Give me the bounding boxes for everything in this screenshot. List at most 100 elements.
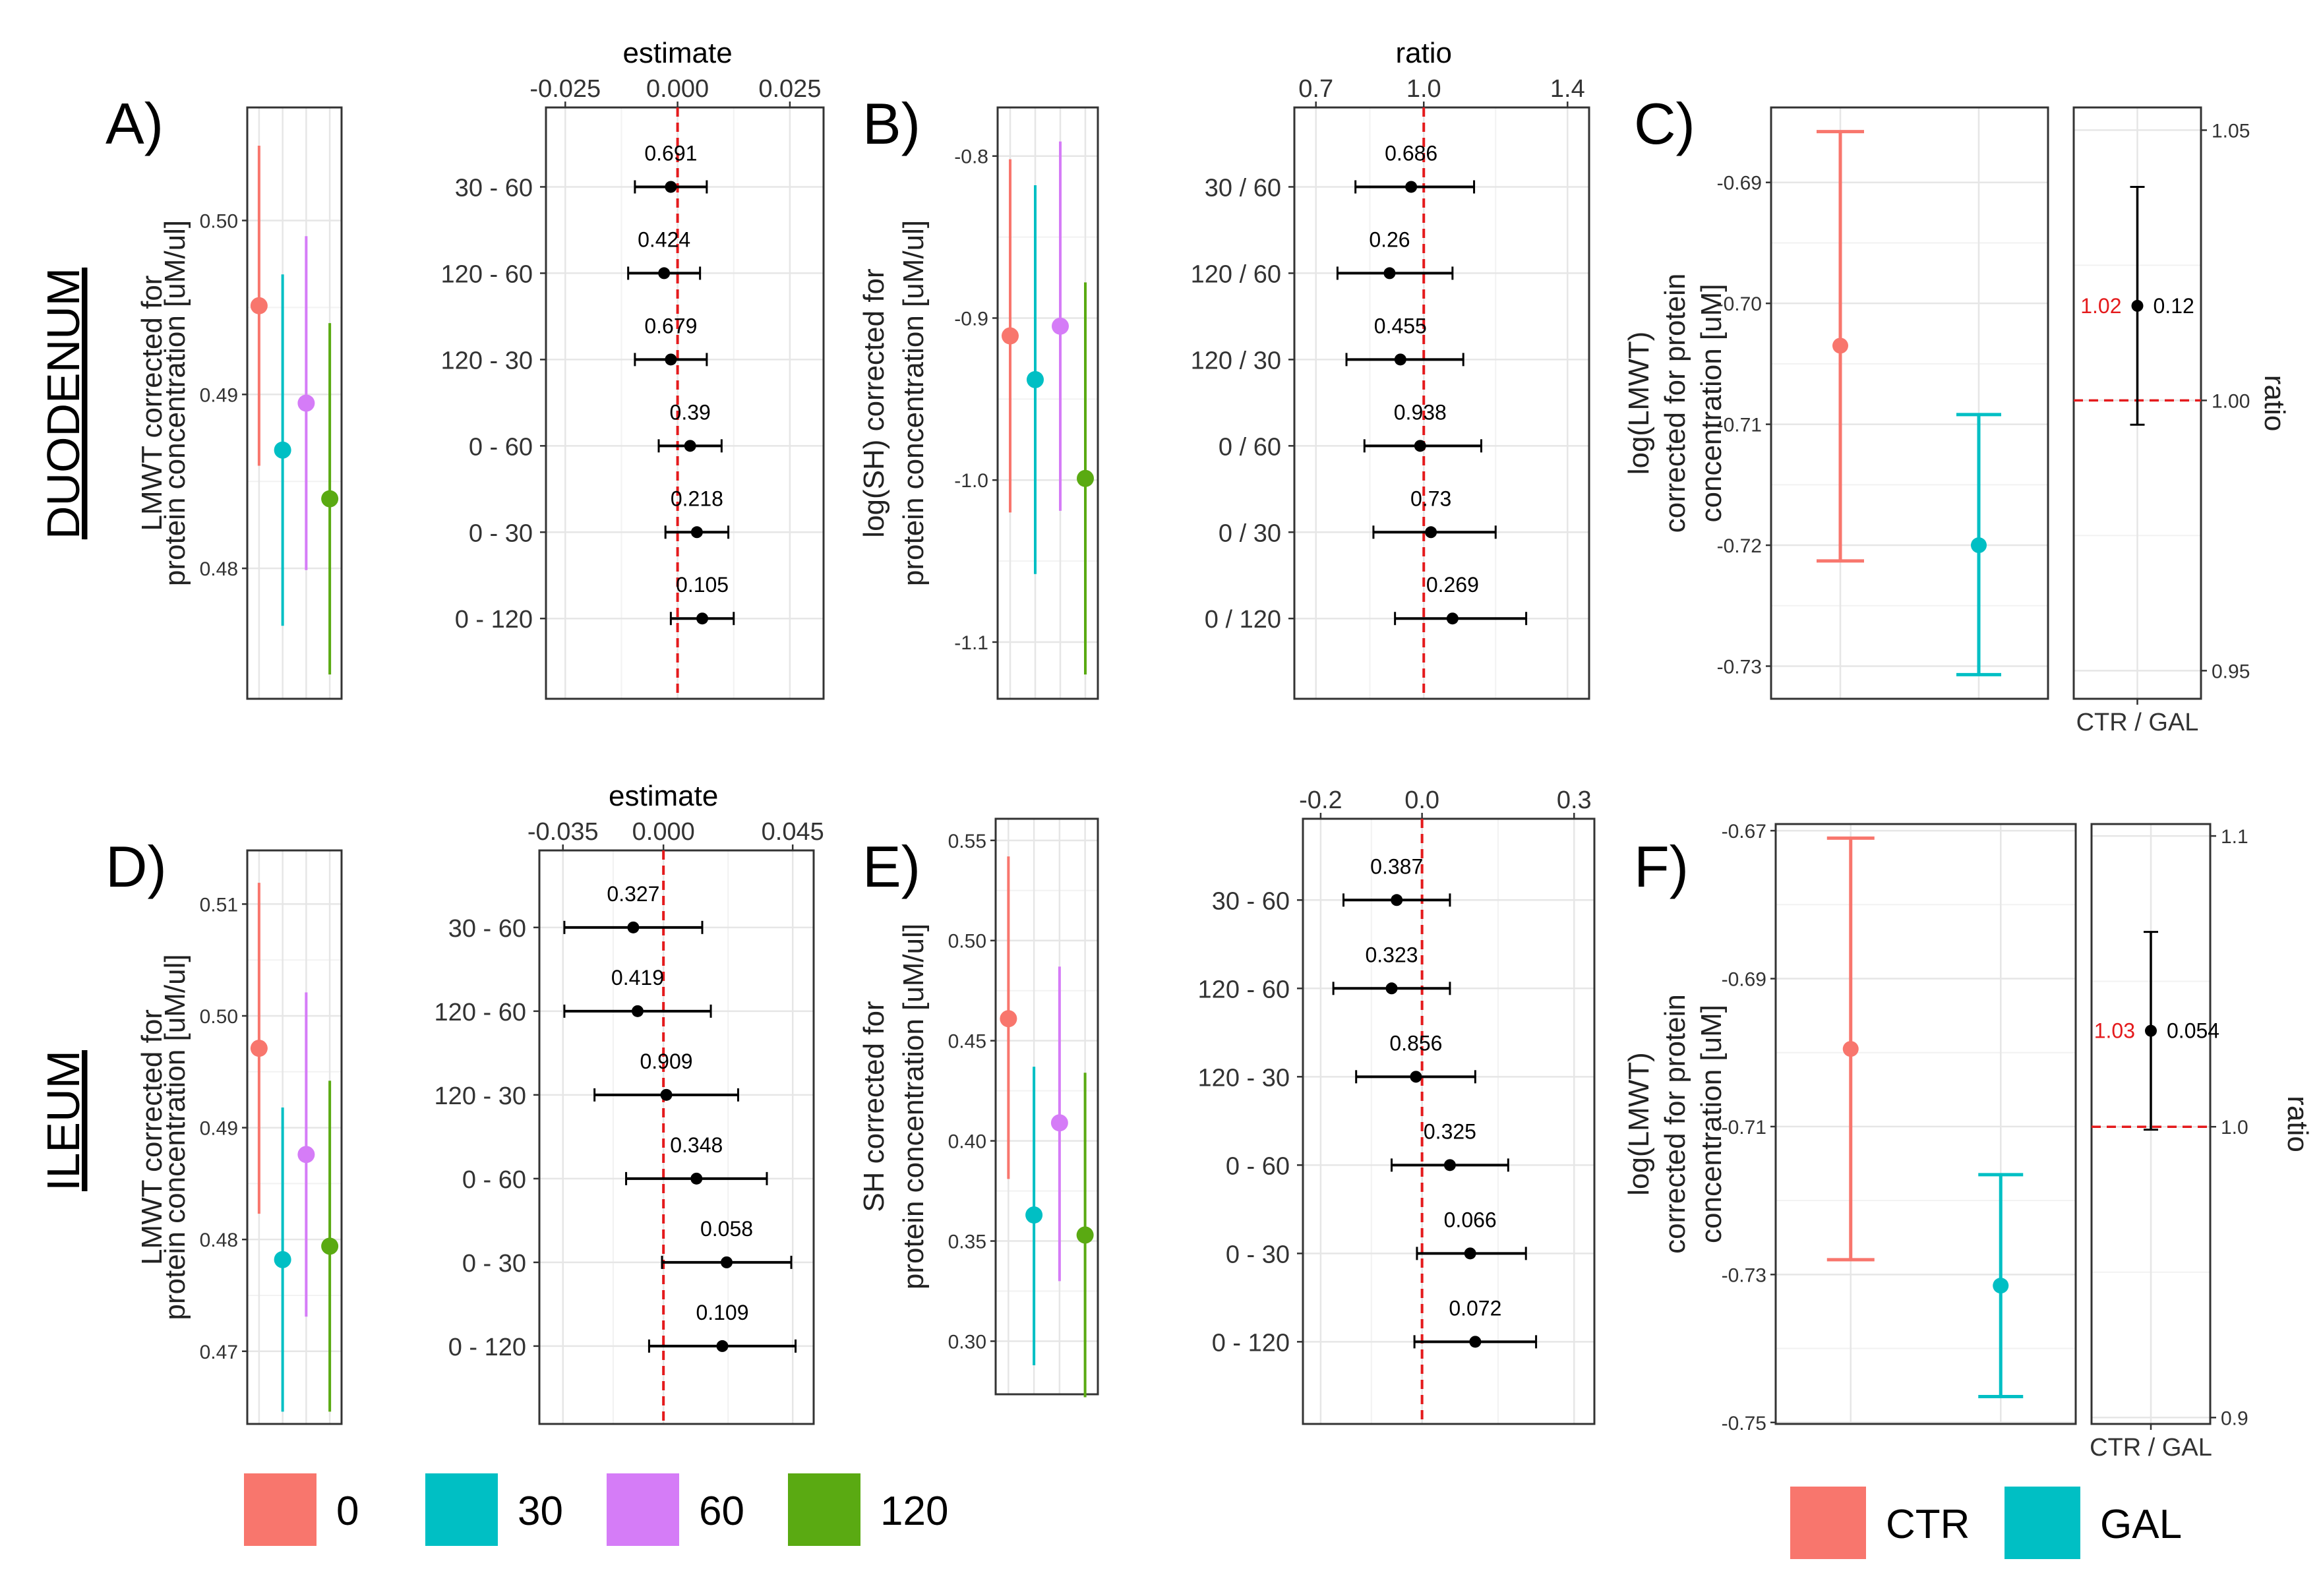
mean-point-120 — [1077, 469, 1094, 487]
panel-c-means: -0.73 -0.72 -0.71 -0.70 -0.69 log(LMWT) correc… — [1623, 106, 2049, 700]
legend-label: 60 — [699, 1489, 744, 1534]
mean-point-30 — [1025, 1206, 1043, 1224]
legend-label: 120 — [880, 1489, 948, 1534]
contrast-estimate — [1383, 267, 1396, 280]
mean-point-GAL — [1971, 537, 1987, 554]
panel-letter: F) — [1634, 834, 1689, 899]
p-value-label: 0.327 — [607, 882, 659, 906]
contrast-estimate — [1391, 894, 1403, 906]
y-tick-label: -0.69 — [1722, 969, 1766, 991]
y-tick-label: 0.35 — [948, 1231, 986, 1253]
y-tick-label: 0.48 — [200, 558, 238, 580]
y-axis-label: LMWT corrected for — [136, 1009, 168, 1265]
p-value-label: 0.325 — [1424, 1119, 1476, 1143]
legend-swatch-CTR — [1790, 1487, 1866, 1559]
y-tick-label: -0.70 — [1717, 293, 1762, 315]
p-value-label: 0.058 — [700, 1217, 753, 1241]
contrast-estimate — [1410, 1071, 1422, 1083]
p-value-label: 0.455 — [1374, 314, 1427, 338]
mean-point-0 — [1000, 1010, 1017, 1028]
y-axis-label: log(SH) corrected for — [858, 268, 890, 537]
contrast-estimate — [1385, 982, 1398, 995]
x-tick-label: 0.045 — [762, 818, 824, 846]
ratio-estimate-label: 1.02 — [2080, 294, 2121, 318]
p-value-label: 0.12 — [2154, 294, 2194, 318]
y-tick-label: -0.72 — [1717, 535, 1762, 557]
mean-point-30 — [274, 1251, 291, 1268]
contrast-estimate — [631, 1005, 644, 1017]
contrast-estimate — [1446, 612, 1459, 625]
contrast-estimate — [665, 181, 677, 193]
panel-frame — [545, 106, 825, 700]
panel-f-ratio: 0.9 1.0 1.1 ratio CTR / GAL 1.03 0.054 — [2090, 823, 2314, 1462]
y-tick-label: -1.0 — [954, 470, 988, 492]
y-tick-label: 0.50 — [200, 210, 238, 232]
mean-point-0 — [250, 297, 268, 314]
contrast-label: 0 - 120 — [1212, 1329, 1290, 1357]
contrast-label: 0 / 120 — [1205, 606, 1281, 634]
contrast-estimate — [627, 921, 640, 933]
panel-c-ratio: 0.95 1.00 1.05 ratio CTR / GAL 1.02 0.12 — [2072, 106, 2291, 736]
p-value-label: 0.938 — [1394, 400, 1447, 424]
mean-point-30 — [274, 441, 291, 459]
contrast-estimate — [696, 612, 709, 625]
contrast-estimate — [690, 1172, 703, 1185]
contrast-estimate — [1464, 1247, 1476, 1260]
mean-point-30 — [1027, 370, 1044, 388]
legend-swatch-GAL — [2005, 1487, 2080, 1559]
ratio-estimate — [2145, 1024, 2157, 1037]
contrast-estimate — [684, 440, 696, 452]
y-tick-label: 0.49 — [200, 384, 238, 406]
panel-frame — [246, 849, 343, 1425]
y-axis-label: corrected for protein — [1659, 274, 1691, 533]
contrast-label: 0 - 120 — [455, 606, 533, 634]
contrast-estimate — [1405, 181, 1418, 193]
p-value-label: 0.26 — [1369, 227, 1410, 251]
contrast-estimate — [690, 526, 703, 539]
contrast-label: 0 / 60 — [1219, 433, 1281, 461]
x-tick-label: -0.2 — [1299, 786, 1342, 814]
p-value-label: 0.323 — [1365, 943, 1418, 966]
contrast-estimate — [658, 267, 671, 280]
x-tick-label: -0.025 — [529, 75, 601, 103]
y-tick-label: 0.40 — [948, 1131, 986, 1153]
contrast-label: 0 / 30 — [1219, 519, 1281, 547]
contrast-label: 30 / 60 — [1205, 174, 1281, 202]
y-tick-label: 0.50 — [948, 931, 986, 953]
mean-point-60 — [297, 1146, 315, 1164]
x-tick-label: 0.3 — [1557, 786, 1592, 814]
y-tick-label: 0.49 — [200, 1118, 238, 1140]
ratio-estimate-label: 1.03 — [2094, 1019, 2135, 1043]
contrast-label: 30 - 60 — [448, 915, 526, 943]
y-tick-label: -0.8 — [954, 146, 988, 168]
p-value-label: 0.066 — [1444, 1208, 1497, 1231]
panel-a-contrasts: -0.025 0.000 0.025 estimate 30 - 60 0.691 120 … — [441, 37, 825, 700]
y-tick-label: 0.45 — [948, 1031, 986, 1053]
p-value-label: 0.39 — [670, 400, 711, 424]
y-tick-label: 1.0 — [2221, 1117, 2248, 1138]
contrast-label: 30 - 60 — [1212, 887, 1290, 915]
y-tick-label: 1.1 — [2221, 826, 2248, 848]
legend-label: 0 — [336, 1489, 359, 1534]
y-axis-label: log(LMWT) — [1623, 1052, 1655, 1196]
p-value-label: 0.218 — [671, 487, 723, 510]
contrast-label: 120 - 60 — [1198, 976, 1290, 1003]
mean-point-GAL — [1993, 1278, 2009, 1294]
y-tick-label: 1.00 — [2212, 390, 2250, 412]
contrast-label: 0 - 60 — [1226, 1152, 1290, 1180]
panel-d-contrasts: -0.035 0.000 0.045 estimate 30 - 60 0.327 120 … — [435, 780, 824, 1425]
panel-e-contrasts: -0.2 0.0 0.3 30 - 60 0.387 120 - 60 0.323 120 -… — [1198, 786, 1596, 1425]
contrast-label: 0 - 30 — [1226, 1241, 1290, 1268]
panel-b-contrasts: 0.7 1.0 1.4 ratio 30 / 60 0.686 120 / 60 0.26 12… — [1191, 37, 1590, 700]
p-value-label: 0.419 — [611, 966, 664, 990]
y-axis-label: LMWT corrected for — [136, 276, 168, 531]
panel-frame — [246, 106, 343, 700]
y-tick-label: -0.71 — [1722, 1117, 1766, 1138]
panel-letter: A) — [106, 91, 164, 156]
y-axis-label: ratio — [2281, 1096, 2314, 1152]
panel-b-means: -1.1 -1.0 -0.9 -0.8 log(SH) corrected for pro… — [858, 106, 1099, 700]
p-value-label: 0.269 — [1426, 573, 1479, 597]
